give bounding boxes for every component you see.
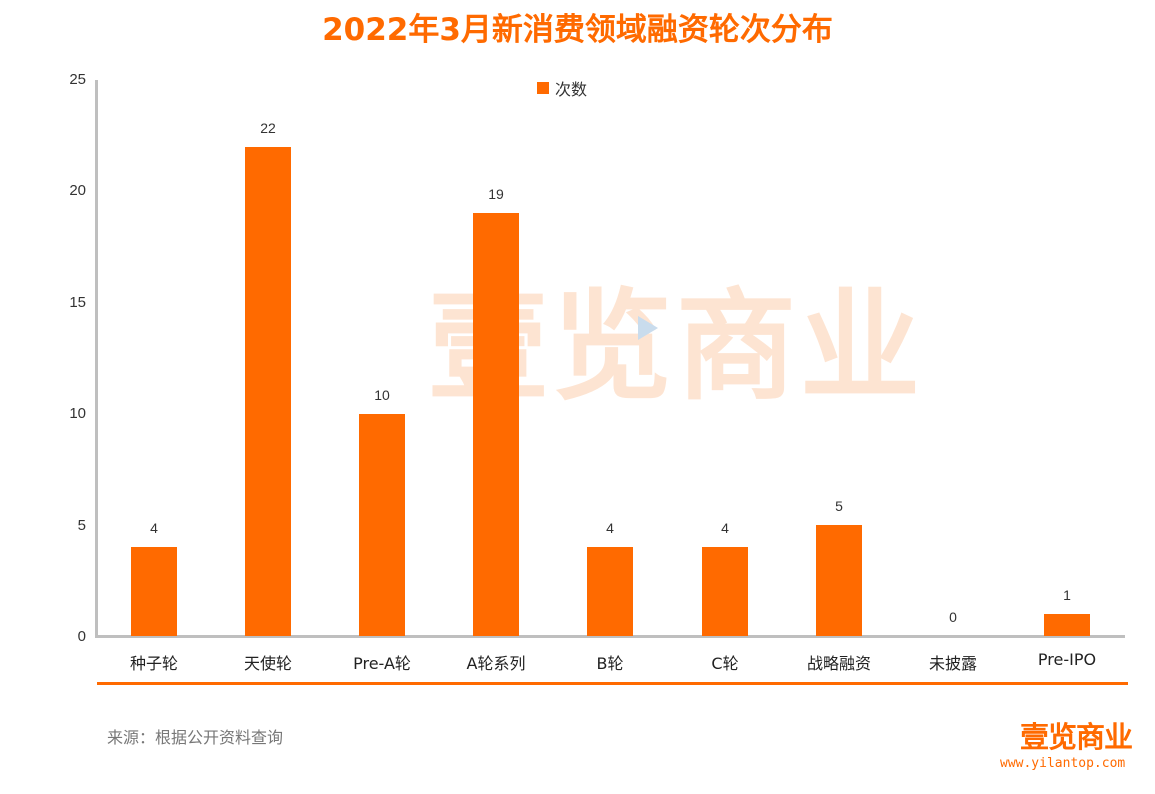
- bar-value-label: 4: [606, 520, 614, 537]
- bar-value-label: 10: [374, 386, 390, 403]
- bar: [131, 547, 177, 636]
- x-label: Pre-A轮: [353, 654, 411, 673]
- y-tick: 5: [77, 517, 86, 534]
- y-tick: 20: [69, 182, 86, 199]
- watermark-play-icon: [638, 316, 658, 340]
- y-tick: 10: [69, 405, 86, 422]
- bar-value-label: 1: [1063, 586, 1071, 603]
- bar-value-label: 22: [260, 119, 276, 136]
- brand-url: www.yilantop.com: [1000, 756, 1126, 771]
- y-tick: 15: [69, 294, 86, 311]
- y-tick: 0: [77, 628, 86, 645]
- bar: [587, 547, 633, 636]
- bar: [359, 413, 405, 636]
- bar-chart: 次数 壹览商业 25 20 15 10 5 0 4 22 10 19 4 4 5 0 1 种子轮…: [69, 71, 1125, 673]
- legend-label: 次数: [555, 80, 588, 99]
- x-label: 未披露: [928, 654, 977, 673]
- x-axis: [95, 635, 1125, 638]
- source-note: 来源：根据公开资料查询: [107, 728, 284, 747]
- x-label: Pre-IPO: [1037, 650, 1097, 669]
- x-label: 天使轮: [243, 654, 292, 673]
- legend-swatch: [537, 82, 549, 94]
- bar: [1044, 613, 1090, 636]
- x-label: C轮: [711, 654, 739, 673]
- bar: [473, 213, 519, 636]
- x-label: 战略融资: [806, 654, 871, 673]
- bar: [816, 524, 862, 636]
- bar: [702, 547, 748, 636]
- y-axis: [95, 80, 98, 638]
- divider: [97, 682, 1128, 685]
- x-label: B轮: [596, 654, 624, 673]
- bar-value-label: 19: [488, 186, 504, 203]
- legend: 次数: [537, 76, 587, 100]
- y-tick: 25: [69, 71, 86, 88]
- chart-title: 2022年3月新消费领域融资轮次分布: [322, 12, 833, 48]
- bar: [245, 146, 291, 636]
- x-label: A轮系列: [466, 654, 526, 673]
- x-label: 种子轮: [129, 654, 178, 673]
- bar-value-label: 5: [835, 497, 843, 514]
- bar-value-label: 4: [150, 520, 158, 537]
- bar-value-label: 0: [949, 609, 957, 625]
- brand-logo: 壹览商业: [1020, 720, 1133, 754]
- bar-value-label: 4: [721, 520, 729, 537]
